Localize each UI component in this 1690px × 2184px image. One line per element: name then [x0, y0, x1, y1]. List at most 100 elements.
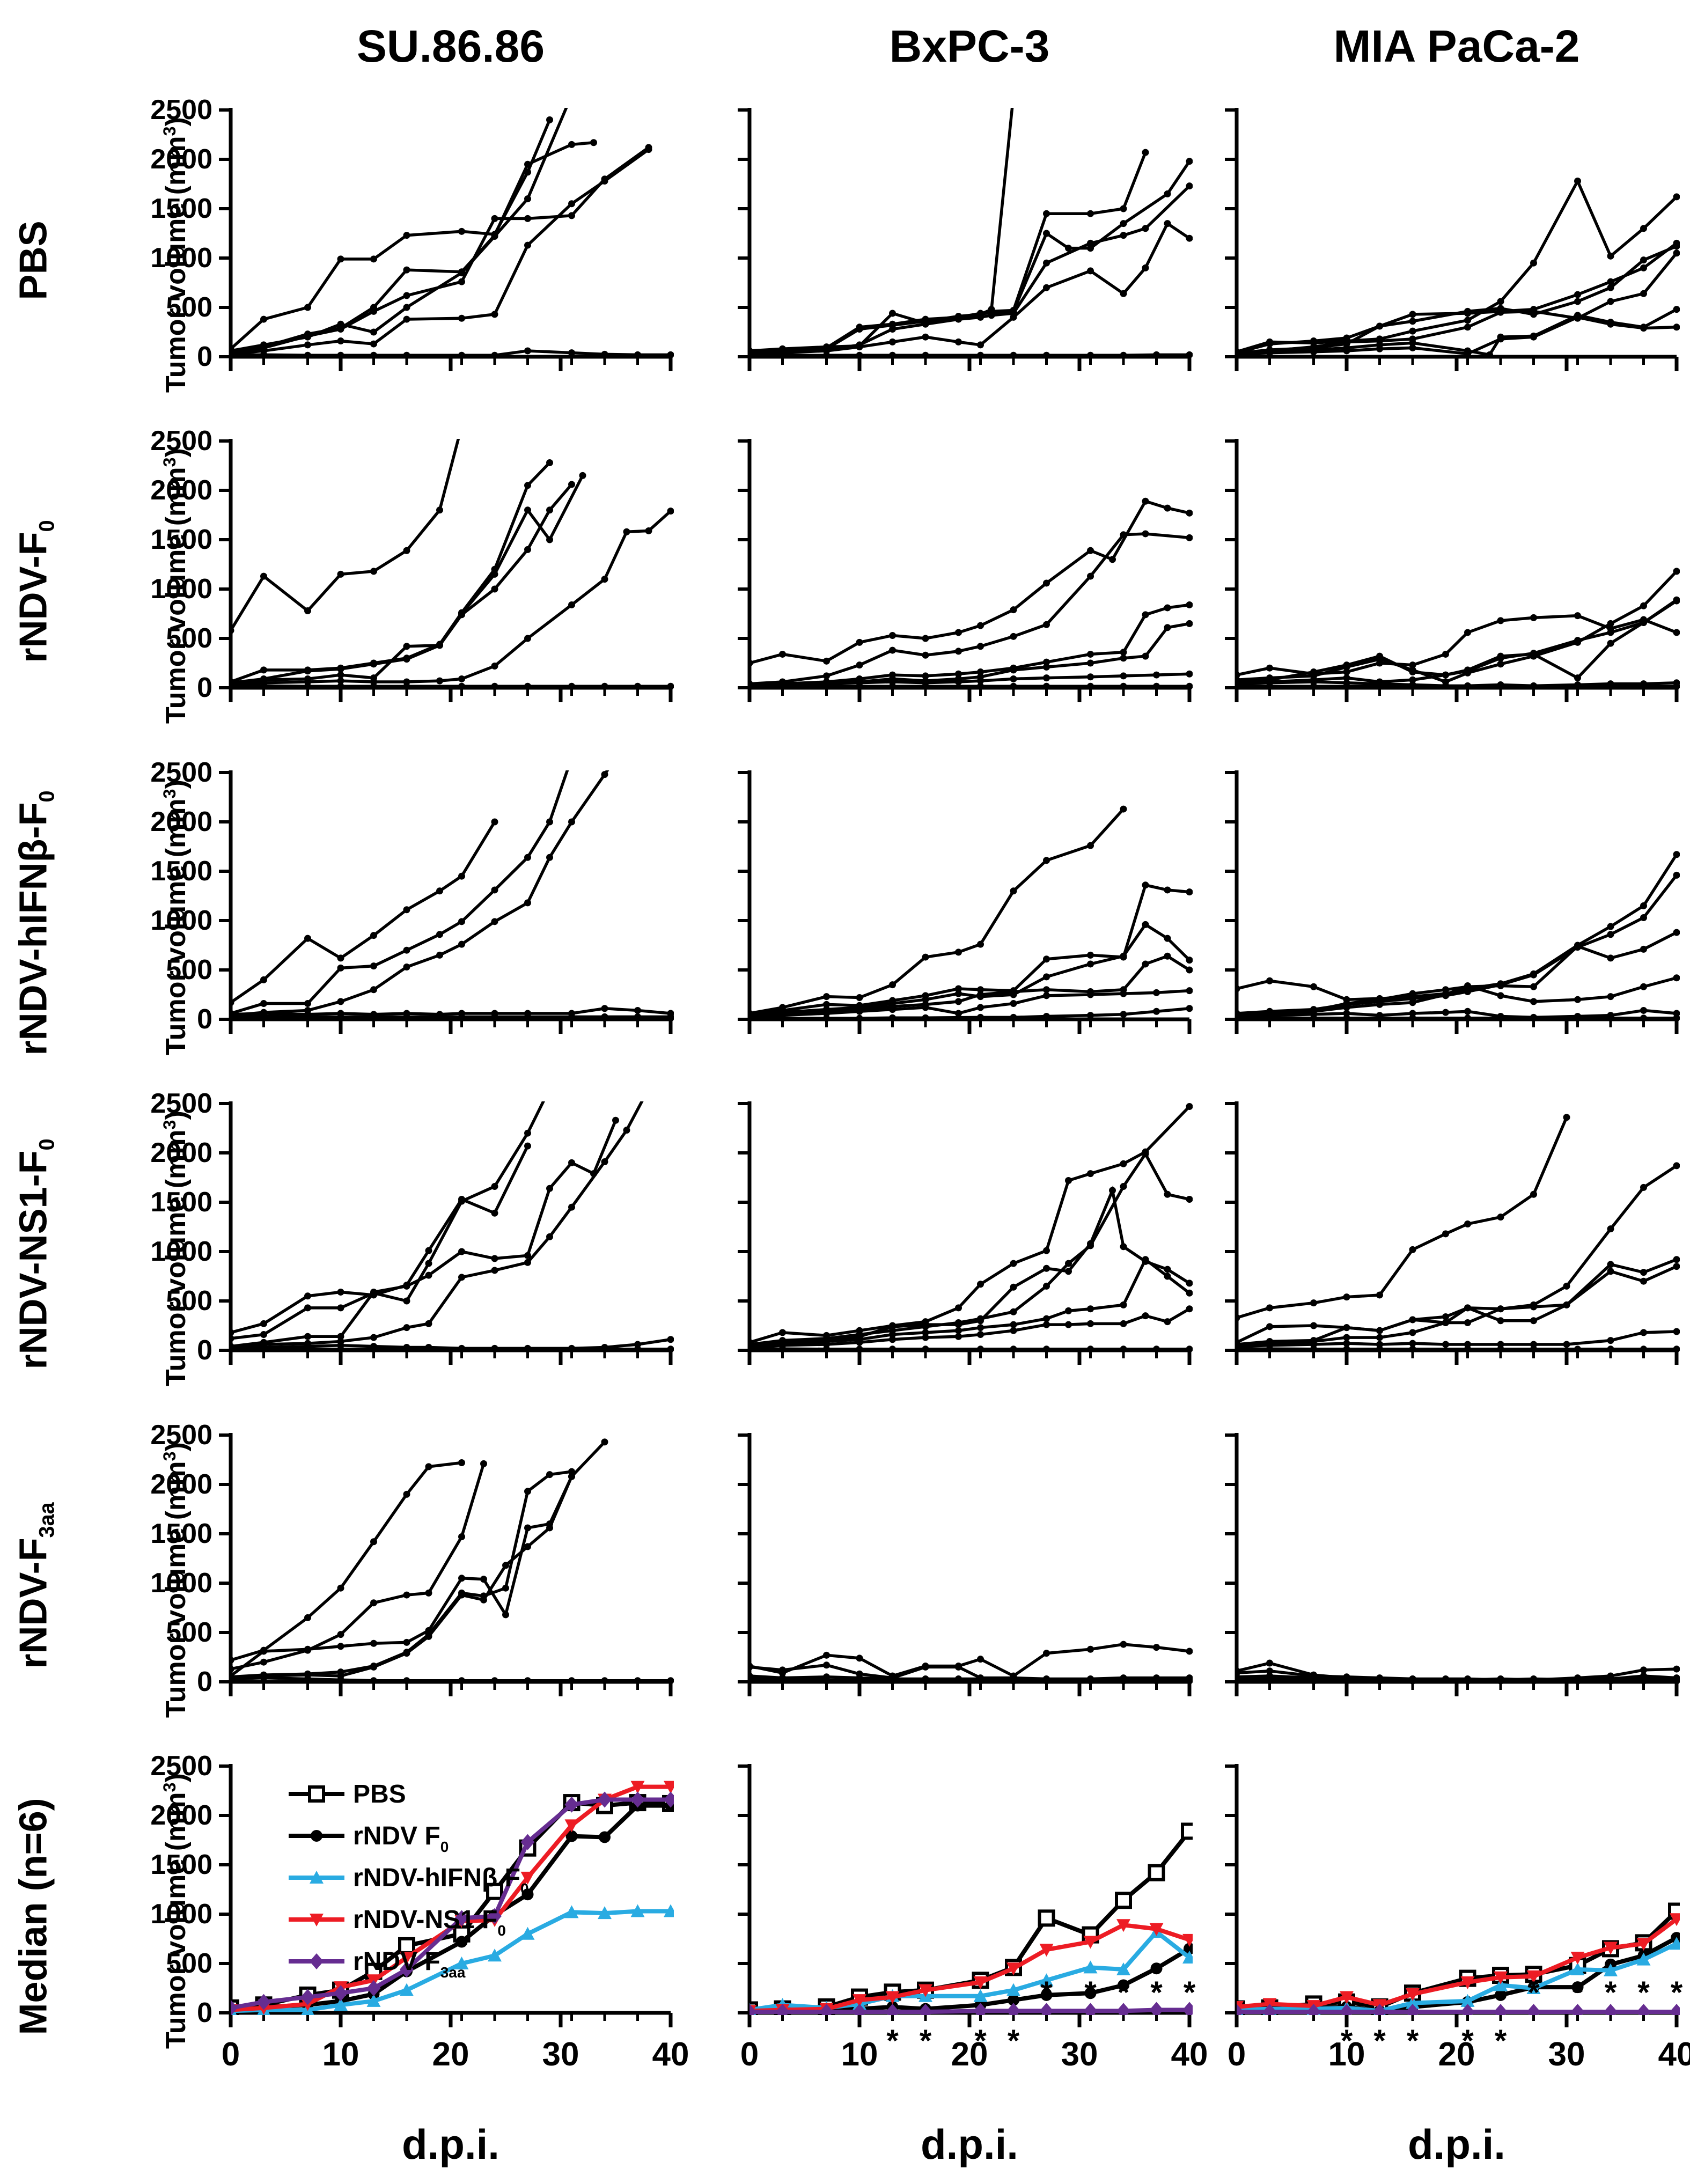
svg-text:2000: 2000	[150, 475, 212, 506]
svg-text:0: 0	[197, 341, 212, 372]
svg-text:1500: 1500	[150, 1518, 212, 1549]
subplot-f3aa-su8686: 0 500 1000 1500 2000 2500	[150, 1403, 692, 1768]
subplot-hifnb-miapaca2	[1156, 740, 1690, 1105]
svg-text:1000: 1000	[150, 1899, 212, 1930]
svg-text:2500: 2500	[150, 757, 212, 788]
svg-text:0: 0	[197, 1004, 212, 1035]
svg-text:2500: 2500	[150, 94, 212, 126]
row-label-rndv-f0: rNDV-F0	[12, 519, 59, 663]
row-label-pbs: PBS	[3, 78, 68, 443]
x-axis-title: d.p.i.	[402, 2121, 499, 2168]
svg-text:1000: 1000	[150, 1568, 212, 1599]
svg-text:1500: 1500	[150, 193, 212, 224]
svg-text:*: *	[1605, 1975, 1617, 2010]
svg-text:40: 40	[652, 2036, 689, 2073]
svg-text:1000: 1000	[150, 905, 212, 936]
svg-text:*: *	[1637, 1975, 1650, 2010]
row-label-text: Median (n=6)	[12, 1797, 55, 2035]
subplot-f0-miapaca2	[1156, 409, 1690, 774]
svg-text:*: *	[1150, 1975, 1163, 2010]
svg-text:*: *	[974, 2024, 987, 2058]
svg-text:*: *	[1341, 2024, 1353, 2058]
subplot-hifnb-su8686: 0 500 1000 1500 2000 2500	[150, 740, 692, 1105]
svg-text:1500: 1500	[150, 856, 212, 887]
svg-text:1000: 1000	[150, 573, 212, 605]
svg-text:*: *	[1040, 1975, 1053, 2010]
svg-text:500: 500	[166, 292, 212, 323]
svg-text:40: 40	[1171, 2036, 1208, 2073]
svg-text:2000: 2000	[150, 144, 212, 175]
svg-text:500: 500	[166, 1617, 212, 1648]
svg-text:*: *	[1407, 2024, 1419, 2058]
row-label-text: rNDV-NS1-F	[12, 1150, 55, 1370]
row-label-rndv-hifnb-f0: rNDV-hIFNβ-F0	[12, 790, 59, 1055]
svg-text:2000: 2000	[150, 1137, 212, 1168]
x-axis-title: d.p.i.	[921, 2121, 1018, 2168]
row-label-text: rNDV-hIFNβ-F	[12, 802, 55, 1055]
subplot-hifnb-bxpc3	[669, 740, 1211, 1105]
svg-text:2000: 2000	[150, 1800, 212, 1831]
row-label-text: PBS	[12, 220, 55, 300]
svg-text:rNDV-NS1 F0: rNDV-NS1 F0	[353, 1906, 506, 1939]
subplot-f3aa-miapaca2	[1156, 1403, 1690, 1768]
svg-text:1500: 1500	[150, 1849, 212, 1880]
svg-text:20: 20	[951, 2036, 988, 2073]
row-label-text: rNDV-F	[12, 1538, 55, 1669]
svg-text:1000: 1000	[150, 242, 212, 274]
svg-text:0: 0	[740, 2036, 759, 2073]
svg-text:*: *	[1495, 2024, 1507, 2058]
svg-text:10: 10	[322, 2036, 359, 2073]
svg-text:*: *	[1461, 2024, 1474, 2058]
svg-text:*: *	[1527, 1975, 1540, 2010]
svg-text:*: *	[1373, 2024, 1386, 2058]
svg-text:*: *	[886, 2024, 899, 2058]
row-label-median: Median (n=6)	[3, 1734, 68, 2099]
svg-text:40: 40	[1658, 2036, 1690, 2073]
svg-text:*: *	[1571, 1975, 1584, 2010]
svg-text:10: 10	[1328, 2036, 1365, 2073]
svg-text:1000: 1000	[150, 1236, 212, 1267]
subplot-f0-bxpc3	[669, 409, 1211, 774]
svg-text:500: 500	[166, 1285, 212, 1317]
svg-text:*: *	[1084, 1975, 1097, 2010]
svg-text:0: 0	[197, 1335, 212, 1366]
svg-text:rNDV F0: rNDV F0	[353, 1822, 449, 1855]
svg-text:2500: 2500	[150, 1420, 212, 1451]
svg-text:2500: 2500	[150, 1088, 212, 1119]
svg-text:*: *	[1118, 1975, 1130, 2010]
svg-text:*: *	[1671, 1975, 1683, 2010]
svg-text:30: 30	[1548, 2036, 1585, 2073]
svg-text:500: 500	[166, 1948, 212, 1979]
svg-text:20: 20	[1438, 2036, 1475, 2073]
row-label-rndv-f3aa: rNDV-F3aa	[12, 1502, 59, 1669]
subplot-ns1-bxpc3	[669, 1071, 1211, 1436]
svg-text:PBS: PBS	[353, 1780, 406, 1808]
column-title-bxpc3: BxPC-3	[889, 21, 1050, 71]
svg-text:1500: 1500	[150, 524, 212, 555]
row-label-rndv-ns1-f0: rNDV-NS1-F0	[12, 1138, 59, 1370]
x-axis-title: d.p.i.	[1408, 2121, 1505, 2168]
svg-text:500: 500	[166, 954, 212, 986]
row-label-text: rNDV-F	[12, 531, 55, 663]
subplot-median-bxpc3: 0 10 20 30 40 * * * * * * * * *	[669, 1734, 1211, 2099]
svg-text:*: *	[1184, 1975, 1196, 2010]
subplot-f3aa-bxpc3	[669, 1403, 1211, 1768]
subplot-pbs-miapaca2	[1156, 78, 1690, 443]
svg-text:30: 30	[542, 2036, 579, 2073]
svg-text:0: 0	[197, 1997, 212, 2028]
svg-text:1500: 1500	[150, 1187, 212, 1218]
subplot-median-su8686: 0 500 1000 1500 2000 2500 0 10 20 30 40 PBS rNDV F0 r…	[150, 1734, 692, 2099]
svg-text:rNDV F3aa: rNDV F3aa	[353, 1947, 466, 1981]
svg-text:2000: 2000	[150, 1469, 212, 1500]
svg-text:30: 30	[1061, 2036, 1098, 2073]
svg-text:10: 10	[841, 2036, 878, 2073]
svg-text:0: 0	[222, 2036, 240, 2073]
subplot-f0-su8686: 0 500 1000 1500 2000 2500	[150, 409, 692, 774]
legend: PBS rNDV F0 rNDV-hIFNβ F0 rNDV-NS1 F0 rNDV F…	[289, 1780, 529, 1981]
subplot-ns1-miapaca2	[1156, 1071, 1690, 1436]
svg-text:0: 0	[1228, 2036, 1246, 2073]
svg-text:0: 0	[197, 1666, 212, 1697]
subplot-pbs-su8686: 0 500 1000 1500 2000 2500	[150, 78, 692, 443]
svg-text:2500: 2500	[150, 425, 212, 457]
